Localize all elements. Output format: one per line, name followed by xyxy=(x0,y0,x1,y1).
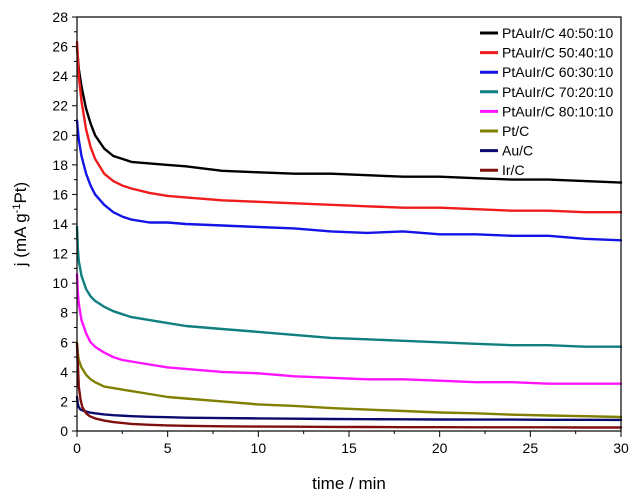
y-tick-label: 26 xyxy=(52,39,68,55)
series-line xyxy=(75,341,623,419)
series-line xyxy=(75,119,623,242)
series-line xyxy=(75,40,623,214)
y-axis-title: j (mA g-1Pt) xyxy=(11,182,30,267)
y-tick-label: 4 xyxy=(60,364,68,380)
legend-label: PtAuIr/C 40:50:10 xyxy=(502,25,614,41)
x-tick-label: 10 xyxy=(251,440,267,456)
x-tick-label: 15 xyxy=(341,440,357,456)
series-lines xyxy=(75,40,623,429)
y-axis-title-unit: Pt) xyxy=(11,182,30,204)
y-tick-label: 12 xyxy=(52,246,68,262)
series-line xyxy=(75,225,623,348)
y-tick-label: 28 xyxy=(52,9,68,25)
y-tick-label: 16 xyxy=(52,186,68,202)
legend-label: Ir/C xyxy=(502,162,525,178)
legend-label: Pt/C xyxy=(502,123,529,139)
y-tick-label: 0 xyxy=(60,423,68,439)
legend-label: PtAuIr/C 80:10:10 xyxy=(502,103,614,119)
legend: PtAuIr/C 40:50:10 PtAuIr/C 50:40:10 PtAuIr… xyxy=(480,25,614,178)
y-axis-title-main: j (mA g xyxy=(11,213,30,267)
legend-label: PtAuIr/C 50:40:10 xyxy=(502,45,614,61)
y-tick-label: 24 xyxy=(52,68,68,84)
legend-label: PtAuIr/C 60:30:10 xyxy=(502,64,614,80)
y-tick-label: 6 xyxy=(60,334,68,350)
legend-label: PtAuIr/C 70:20:10 xyxy=(502,84,614,100)
y-tick-label: 20 xyxy=(52,127,68,143)
y-tick-label: 2 xyxy=(60,393,68,409)
y-tick-label: 22 xyxy=(52,98,68,114)
series-line xyxy=(75,342,623,429)
x-axis-title: time / min xyxy=(312,474,386,493)
x-tick-label: 25 xyxy=(523,440,539,456)
series-line xyxy=(75,45,623,184)
plot-frame xyxy=(76,16,622,432)
x-tick-label: 5 xyxy=(164,440,172,456)
x-tick-label: 20 xyxy=(432,440,448,456)
y-tick-label: 10 xyxy=(52,275,68,291)
x-tick-label: 0 xyxy=(73,440,81,456)
x-axis-ticks: 0 5 10 15 20 25 30 xyxy=(73,431,629,456)
y-tick-label: 18 xyxy=(52,157,68,173)
series-line xyxy=(75,273,623,385)
y-tick-label: 14 xyxy=(52,216,68,232)
x-tick-label: 30 xyxy=(613,440,629,456)
y-axis-title-superscript: -1 xyxy=(11,204,23,214)
legend-label: Au/C xyxy=(502,143,533,159)
y-tick-label: 8 xyxy=(60,305,68,321)
